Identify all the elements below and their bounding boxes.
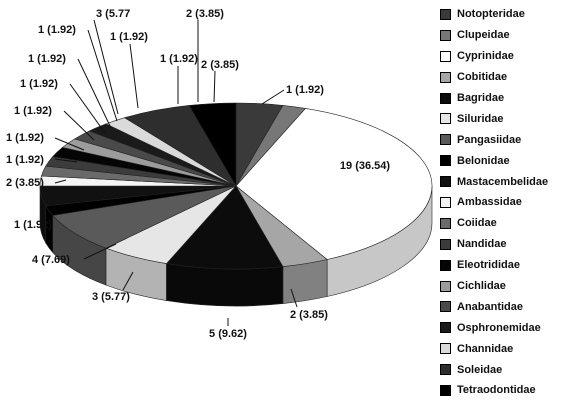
- legend-item-siluridae: Siluridae: [440, 108, 564, 129]
- legend-item-notopteridae: Notopteridae: [440, 4, 564, 25]
- data-label-pangasiidae: 4 (7.69): [32, 254, 70, 266]
- pie-slices: [40, 103, 432, 269]
- legend-label: Cichlidae: [457, 280, 506, 292]
- data-label-belonidae: 1 (1.92): [14, 219, 52, 231]
- legend-item-belonidae: Belonidae: [440, 150, 564, 171]
- legend-label: Anabantidae: [457, 301, 523, 313]
- legend-label: Ambassidae: [457, 196, 522, 208]
- data-label-osphronemidae: 1 (1.92): [160, 53, 198, 65]
- legend-swatch: [440, 113, 451, 124]
- legend-item-bagridae: Bagridae: [440, 88, 564, 109]
- legend-swatch: [440, 281, 451, 292]
- legend-item-cichlidae: Cichlidae: [440, 276, 564, 297]
- legend-label: Bagridae: [457, 92, 504, 104]
- legend-label: Pangasiidae: [457, 134, 521, 146]
- legend: Notopteridae Clupeidae Cyprinidae Cobitidae…: [440, 4, 564, 401]
- leader-line-notopteridae: [214, 71, 215, 102]
- leader-line-nandidae: [64, 111, 94, 140]
- legend-item-nandidae: Nandidae: [440, 234, 564, 255]
- legend-swatch: [440, 260, 451, 271]
- legend-swatch: [440, 9, 451, 20]
- legend-item-pangasiidae: Pangasiidae: [440, 129, 564, 150]
- legend-label: Belonidae: [457, 155, 510, 167]
- legend-swatch: [440, 155, 451, 166]
- legend-item-eleotrididae: Eleotrididae: [440, 255, 564, 276]
- leader-line-eleotrididae: [70, 84, 105, 133]
- data-label-siluridae: 3 (5.77): [92, 291, 130, 303]
- data-label-coiidae: 1 (1.92): [6, 132, 44, 144]
- data-label-channidae: 1 (1.92): [110, 31, 148, 43]
- legend-item-soleidae: Soleidae: [440, 359, 564, 380]
- legend-swatch: [440, 51, 451, 62]
- legend-item-channidae: Channidae: [440, 338, 564, 359]
- data-label-nandidae: 1 (1.92): [14, 105, 52, 117]
- data-label-soleidae: 3 (5.77: [96, 8, 130, 20]
- legend-swatch: [440, 364, 451, 375]
- legend-item-mastacembelidae: Mastacembelidae: [440, 171, 564, 192]
- pie-side-bagridae: [166, 264, 282, 306]
- legend-item-ambassidae: Ambassidae: [440, 192, 564, 213]
- legend-swatch: [440, 218, 451, 229]
- legend-swatch: [440, 343, 451, 354]
- legend-label: Tetraodontidae: [457, 384, 536, 396]
- data-label-mastacembelidae: 2 (3.85): [6, 177, 44, 189]
- legend-item-tetraodontidae: Tetraodontidae: [440, 380, 564, 401]
- data-label-clupeidae: 1 (1.92): [286, 84, 324, 96]
- legend-label: Siluridae: [457, 113, 503, 125]
- leader-line-channidae: [130, 44, 138, 108]
- legend-swatch: [440, 134, 451, 145]
- legend-swatch: [440, 30, 451, 41]
- legend-swatch: [440, 322, 451, 333]
- data-label-cyprinidae: 19 (36.54): [340, 160, 390, 172]
- data-label-notopteridae: 2 (3.85): [201, 59, 239, 71]
- legend-item-cyprinidae: Cyprinidae: [440, 46, 564, 67]
- data-label-anabantidae: 1 (1.92): [38, 24, 76, 36]
- legend-swatch: [440, 176, 451, 187]
- legend-swatch: [440, 72, 451, 83]
- legend-label: Channidae: [457, 343, 513, 355]
- legend-label: Cobitidae: [457, 71, 507, 83]
- legend-label: Soleidae: [457, 364, 502, 376]
- pie-chart-svg: 2 (3.85)1 (1.92)19 (36.54)2 (3.85)5 (9.6…: [0, 0, 440, 407]
- legend-item-osphronemidae: Osphronemidae: [440, 317, 564, 338]
- leader-line-clupeidae: [262, 90, 284, 104]
- data-label-ambassidae: 1 (1.92): [6, 154, 44, 166]
- legend-item-clupeidae: Clupeidae: [440, 25, 564, 46]
- legend-label: Notopteridae: [457, 8, 525, 20]
- legend-item-cobitidae: Cobitidae: [440, 67, 564, 88]
- legend-swatch: [440, 385, 451, 396]
- legend-label: Coiidae: [457, 217, 497, 229]
- legend-label: Osphronemidae: [457, 322, 541, 334]
- legend-label: Mastacembelidae: [457, 176, 548, 188]
- data-label-eleotrididae: 1 (1.92): [20, 78, 58, 90]
- legend-label: Cyprinidae: [457, 50, 514, 62]
- legend-item-coiidae: Coiidae: [440, 213, 564, 234]
- legend-swatch: [440, 239, 451, 250]
- data-label-cichlidae: 1 (1.92): [28, 53, 66, 65]
- legend-swatch: [440, 301, 451, 312]
- legend-swatch: [440, 93, 451, 104]
- data-label-cobitidae: 2 (3.85): [290, 309, 328, 321]
- legend-label: Eleotrididae: [457, 259, 520, 271]
- data-label-bagridae: 5 (9.62): [209, 328, 247, 340]
- legend-swatch: [440, 197, 451, 208]
- legend-label: Nandidae: [457, 238, 507, 250]
- data-label-tetraodontidae: 2 (3.85): [186, 8, 224, 20]
- legend-label: Clupeidae: [457, 29, 510, 41]
- legend-item-anabantidae: Anabantidae: [440, 296, 564, 317]
- leader-line-anabantidae: [88, 30, 117, 121]
